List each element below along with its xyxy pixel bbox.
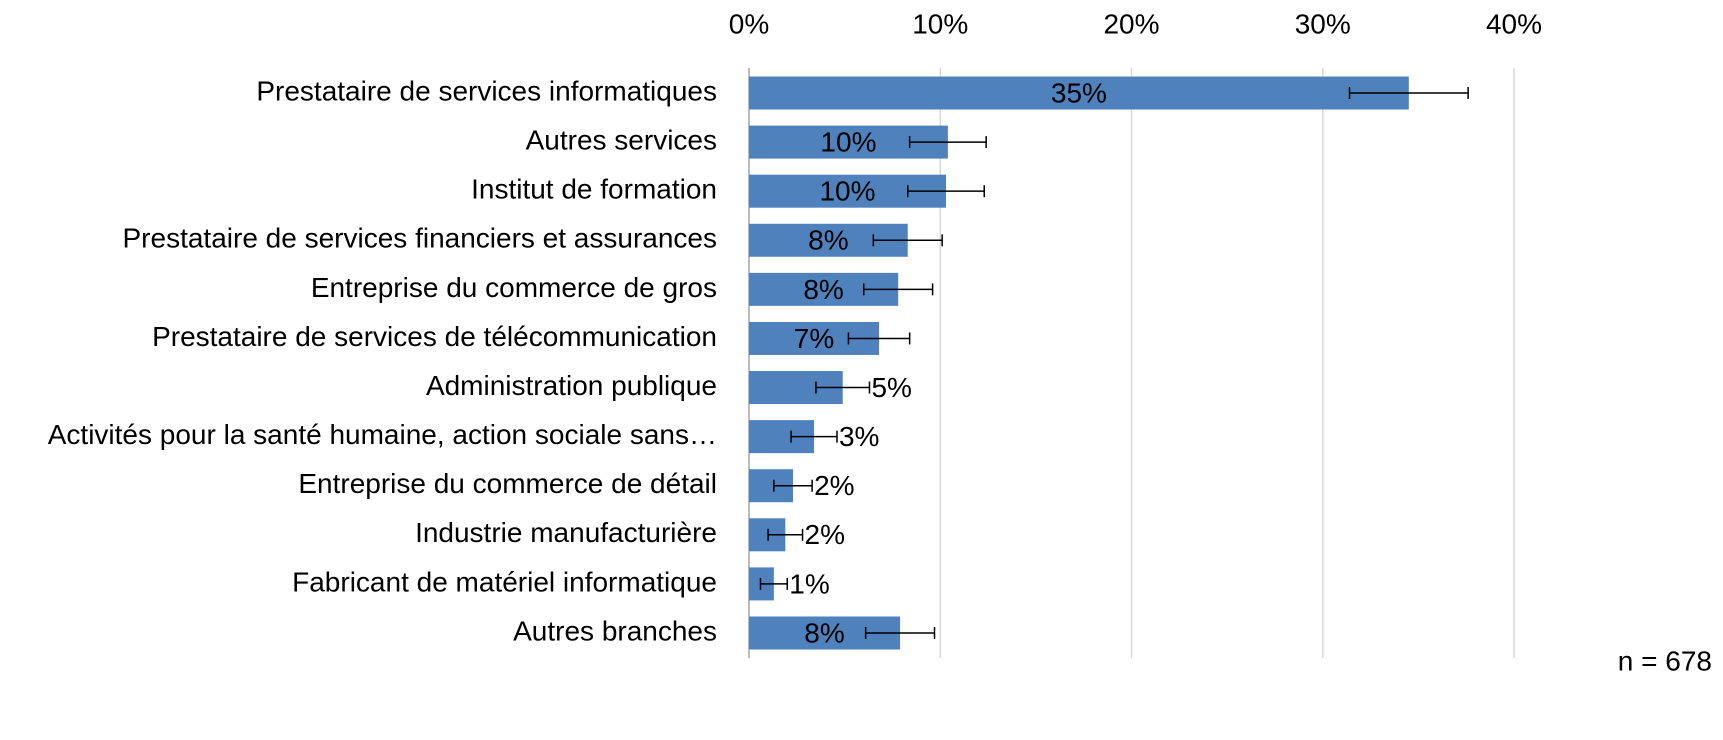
error-bar [908, 136, 987, 149]
x-tick-label: 10% [912, 8, 968, 39]
y-tick-label: Prestataire de services financiers et as… [123, 223, 718, 254]
y-tick-label: Fabricant de matériel informatique [292, 566, 717, 597]
y-tick-label: Entreprise du commerce de gros [311, 272, 717, 303]
y-tick-label: Industrie manufacturière [415, 517, 717, 548]
error-bar [815, 381, 871, 394]
error-bar [773, 479, 813, 492]
data-label: 8% [803, 274, 843, 305]
y-tick-label: Autres services [526, 124, 717, 155]
x-tick-label: 0% [729, 8, 769, 39]
x-tick-label: 20% [1103, 8, 1159, 39]
bar [749, 76, 1409, 110]
error-bar [863, 283, 934, 296]
y-tick-label: Activités pour la santé humaine, action … [48, 419, 717, 450]
sample-size-note: n = 678 [1618, 645, 1712, 676]
data-label: 8% [804, 617, 844, 648]
y-tick-label: Autres branches [513, 615, 717, 646]
y-tick-label: Prestataire de services de télécommunica… [152, 321, 717, 352]
error-bar [1348, 87, 1469, 99]
error-bar [906, 185, 985, 198]
data-label: 10% [820, 126, 876, 157]
error-bar [790, 430, 838, 443]
error-bar [872, 234, 943, 247]
y-tick-label: Administration publique [426, 370, 717, 401]
data-label: 7% [794, 323, 834, 354]
error-bar [864, 626, 936, 639]
x-tick-label: 40% [1486, 8, 1542, 39]
data-label: 10% [819, 176, 875, 207]
data-label: 2% [814, 470, 854, 501]
x-tick-label: 30% [1295, 8, 1351, 39]
data-label: 35% [1051, 77, 1107, 108]
y-tick-label: Institut de formation [471, 174, 717, 205]
error-bar [767, 528, 804, 541]
data-label: 8% [808, 225, 848, 256]
error-bar [847, 332, 911, 345]
y-tick-label: Entreprise du commerce de détail [298, 468, 717, 499]
data-label: 3% [839, 421, 879, 452]
data-label: 2% [805, 519, 845, 550]
data-label: 1% [789, 568, 829, 599]
error-bar [759, 577, 788, 590]
data-label: 5% [871, 372, 911, 403]
y-tick-label: Prestataire de services informatiques [256, 75, 717, 106]
